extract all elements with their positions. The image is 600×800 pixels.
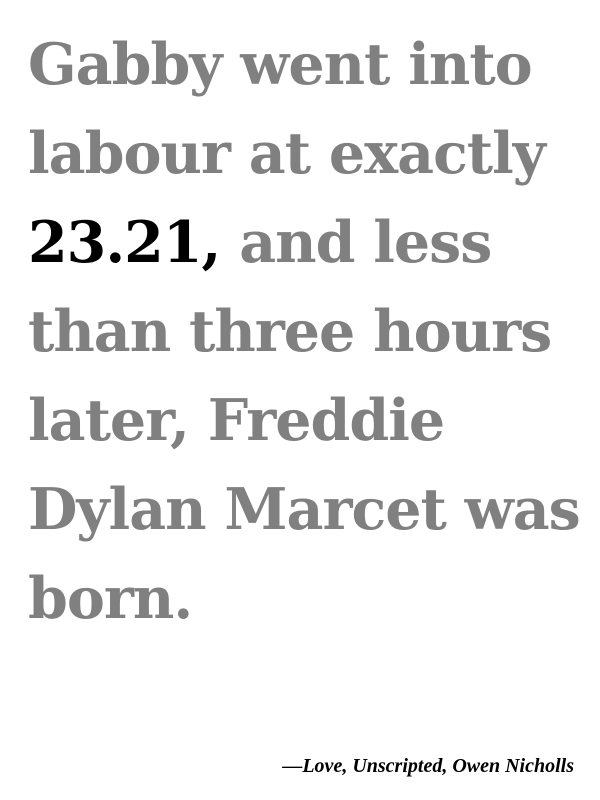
quote-text-before: Gabby went into labour at exactly (28, 31, 546, 187)
quote-text: Gabby went into labour at exactly 23.21,… (28, 20, 588, 643)
quote-text-after: and less than three hours later, Freddie… (28, 209, 581, 632)
quote-highlight-time: 23.21, (28, 209, 221, 276)
quote-attribution: —Love, Unscripted, Owen Nicholls (282, 755, 574, 777)
